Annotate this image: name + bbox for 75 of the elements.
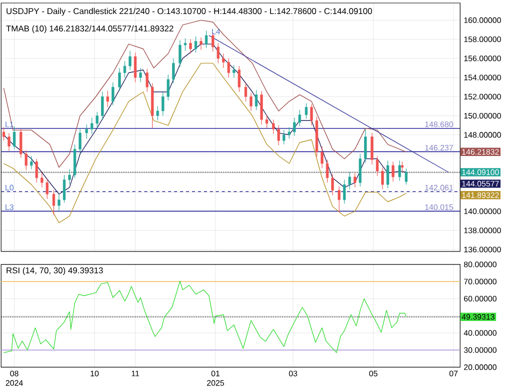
candlestick <box>62 174 66 203</box>
candlestick <box>85 124 88 139</box>
candlestick <box>364 128 367 163</box>
candlestick <box>265 114 268 128</box>
candlestick <box>12 126 16 150</box>
candlestick <box>244 82 248 102</box>
candlestick <box>227 58 230 78</box>
candlestick <box>134 52 137 83</box>
candlestick <box>216 42 220 64</box>
candlestick <box>112 82 114 106</box>
candlestick <box>386 160 390 189</box>
candlestick <box>30 156 33 170</box>
candlestick <box>184 38 187 52</box>
candlestick <box>2 126 6 141</box>
candlestick <box>58 194 60 211</box>
candlestick <box>331 174 334 196</box>
candlestick <box>90 117 94 134</box>
candlestick <box>250 92 252 112</box>
candlestick <box>146 68 148 92</box>
candlestick <box>381 166 384 190</box>
line-series <box>3 62 407 224</box>
candlestick <box>343 179 346 204</box>
chart-title: RSI (14, 70, 30) 49.39313 <box>6 267 103 275</box>
text: TMAB (10) 146.21832/144.05577/141.89322 <box>6 25 174 34</box>
candlestick <box>376 156 379 176</box>
candlestick <box>24 150 28 170</box>
candlestick <box>156 106 159 121</box>
candlestick <box>298 110 302 126</box>
candlestick <box>52 190 56 216</box>
candlestick <box>101 91 104 120</box>
candlestick <box>20 128 22 158</box>
candlestick <box>118 68 121 92</box>
candlestick <box>123 60 126 78</box>
candlestick <box>400 161 404 172</box>
candlestick <box>232 64 236 78</box>
candlestick <box>272 119 275 134</box>
candlestick <box>320 146 324 169</box>
candlestick <box>277 124 280 146</box>
candlestick <box>96 112 98 128</box>
candlestick <box>338 186 340 213</box>
line-series <box>3 20 407 168</box>
candlestick <box>200 37 202 50</box>
candlestick <box>370 132 374 165</box>
candlestick <box>354 172 356 188</box>
candlestick <box>310 104 313 126</box>
candlestick <box>293 117 296 136</box>
candlestick <box>254 90 258 110</box>
candlestick <box>288 126 290 139</box>
candlestick <box>172 58 175 84</box>
candlestick <box>46 178 49 200</box>
candlestick <box>178 40 182 68</box>
candlestick <box>166 74 170 101</box>
candlestick <box>40 172 44 188</box>
candlestick <box>139 68 142 83</box>
candlestick <box>392 161 394 182</box>
text: USDJPY - Daily - Candlestick 221/240 - O:143.10700 - H:144.48300 - L:142.78600 - C:144.09100 <box>6 8 372 16</box>
candlestick <box>128 50 132 70</box>
candlestick <box>189 38 192 54</box>
candlestick <box>204 30 208 48</box>
candlestick <box>106 90 110 108</box>
candlestick <box>326 159 329 183</box>
candlestick <box>348 172 351 190</box>
candlestick <box>78 128 82 154</box>
candlestick <box>162 91 164 116</box>
candlestick <box>68 168 71 185</box>
candlestick <box>222 53 225 68</box>
candlestick <box>194 36 198 53</box>
candlestick <box>304 102 308 119</box>
candlestick <box>35 158 38 183</box>
candlestick <box>358 154 362 187</box>
candlestick <box>398 160 401 181</box>
candlestick <box>404 168 408 185</box>
candlestick <box>238 66 241 92</box>
candlestick <box>8 132 10 152</box>
candlestick <box>282 130 286 145</box>
